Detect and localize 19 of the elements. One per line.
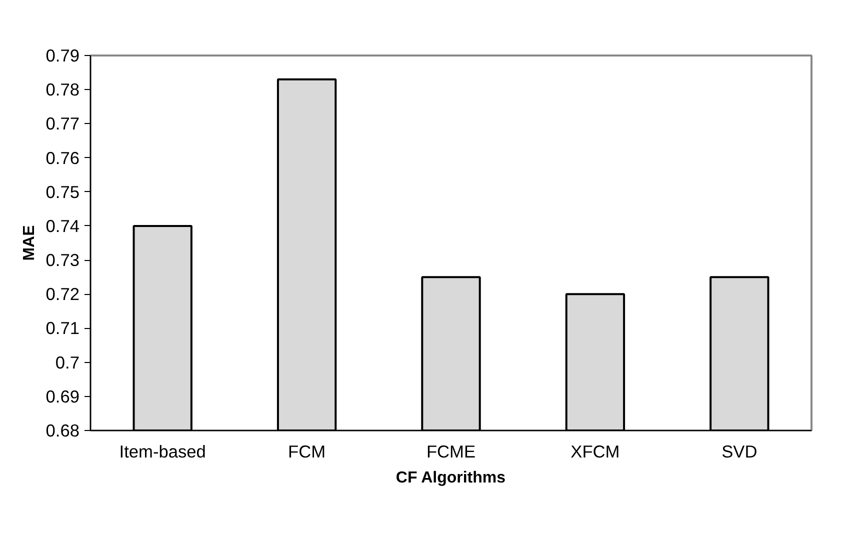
x-tick-label: XFCM [570,442,620,462]
y-tick-label: 0.69 [46,386,80,406]
x-axis-title: CF Algorithms [396,470,506,486]
y-tick-label: 0.73 [46,250,80,270]
x-tick-label: Item-based [119,442,206,462]
y-tick-label: 0.72 [46,284,80,304]
y-tick-label: 0.76 [46,148,80,168]
y-tick-label: 0.75 [46,182,80,202]
y-tick-label: 0.78 [46,80,80,100]
y-tick-label: 0.71 [46,318,80,338]
x-tick-label: FCM [288,442,326,462]
x-tick-label: FCME [426,442,476,462]
y-tick-label: 0.77 [46,114,80,134]
x-tick-label: SVD [722,442,758,462]
y-tick-label: 0.7 [55,352,80,372]
y-tick-label: 0.74 [46,216,80,236]
y-tick-label: 0.79 [46,46,80,66]
y-tick-label: 0.68 [46,420,80,440]
y-axis-title: MAE [20,224,38,261]
